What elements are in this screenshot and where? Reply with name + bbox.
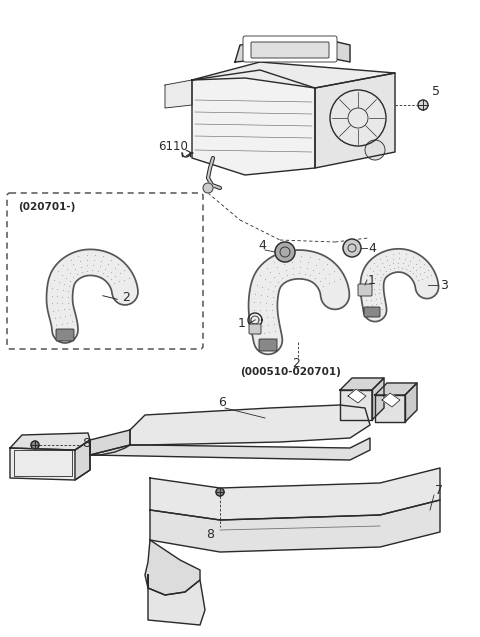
Polygon shape	[90, 438, 370, 460]
Text: 8: 8	[82, 436, 90, 450]
Polygon shape	[348, 389, 366, 403]
Circle shape	[31, 441, 39, 449]
Text: 1: 1	[368, 273, 376, 287]
FancyBboxPatch shape	[249, 324, 261, 334]
Polygon shape	[192, 62, 395, 88]
FancyBboxPatch shape	[56, 329, 74, 341]
FancyBboxPatch shape	[259, 339, 277, 351]
Polygon shape	[90, 430, 130, 455]
FancyBboxPatch shape	[364, 307, 380, 317]
Polygon shape	[165, 80, 192, 108]
Polygon shape	[75, 440, 90, 480]
Text: 4: 4	[258, 238, 266, 252]
Text: 2: 2	[122, 290, 130, 303]
Polygon shape	[372, 378, 384, 420]
Polygon shape	[10, 440, 90, 480]
Polygon shape	[10, 433, 90, 450]
Text: 6: 6	[218, 396, 226, 408]
Polygon shape	[375, 395, 405, 422]
Polygon shape	[375, 383, 417, 395]
Text: 6110: 6110	[158, 140, 188, 153]
Text: 8: 8	[206, 527, 214, 541]
Polygon shape	[340, 378, 384, 390]
Polygon shape	[192, 70, 315, 175]
Text: 3: 3	[440, 278, 448, 292]
Polygon shape	[340, 390, 372, 420]
Text: 5: 5	[432, 85, 440, 98]
Circle shape	[330, 90, 386, 146]
Text: (000510-020701): (000510-020701)	[240, 367, 341, 377]
FancyBboxPatch shape	[358, 284, 372, 296]
Polygon shape	[150, 468, 440, 520]
Text: 4: 4	[368, 241, 376, 255]
Text: 2: 2	[292, 357, 300, 369]
Polygon shape	[148, 575, 205, 625]
Text: 1: 1	[238, 317, 246, 329]
Polygon shape	[405, 383, 417, 422]
Circle shape	[365, 140, 385, 160]
Polygon shape	[315, 73, 395, 168]
Circle shape	[343, 239, 361, 257]
Polygon shape	[382, 393, 400, 407]
Polygon shape	[130, 405, 370, 445]
FancyBboxPatch shape	[243, 36, 337, 62]
Circle shape	[418, 100, 428, 110]
FancyBboxPatch shape	[251, 42, 329, 58]
Polygon shape	[150, 500, 440, 552]
Circle shape	[203, 183, 213, 193]
Polygon shape	[145, 540, 200, 595]
Polygon shape	[235, 38, 350, 62]
Text: 7: 7	[435, 483, 443, 496]
Circle shape	[275, 242, 295, 262]
Circle shape	[216, 488, 224, 496]
Text: (020701-): (020701-)	[18, 202, 75, 212]
